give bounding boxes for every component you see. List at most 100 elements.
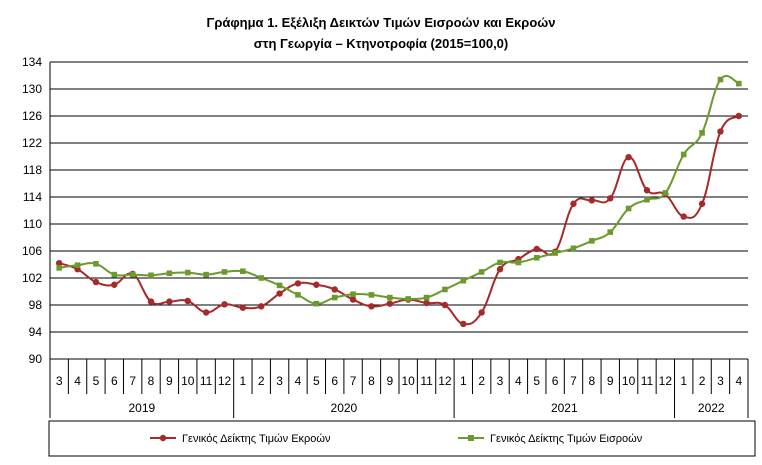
data-point-inputs bbox=[387, 294, 393, 301]
series-layer bbox=[55, 74, 743, 328]
x-tick-label-month: 1 bbox=[240, 374, 247, 388]
data-point-inputs bbox=[368, 292, 375, 298]
x-tick-label-month: 4 bbox=[515, 374, 522, 388]
x-tick-label-month: 3 bbox=[497, 374, 504, 388]
x-tick-label-month: 6 bbox=[111, 374, 118, 388]
x-tick-label-month: 10 bbox=[402, 374, 416, 388]
x-tick-label-month: 11 bbox=[200, 374, 213, 388]
data-point-inputs bbox=[662, 190, 669, 196]
x-tick-label-month: 8 bbox=[368, 374, 375, 388]
data-point-inputs bbox=[221, 269, 228, 275]
data-point-inputs bbox=[331, 294, 338, 301]
data-point-inputs bbox=[148, 272, 154, 279]
data-point-inputs bbox=[240, 268, 246, 275]
data-point-outputs bbox=[368, 303, 375, 310]
data-point-outputs bbox=[533, 245, 540, 253]
x-tick-label-month: 6 bbox=[552, 374, 559, 388]
data-point-outputs bbox=[643, 187, 651, 194]
legend: Γενικός Δείκτης Τιμών Εκροών Γενικός Δεί… bbox=[48, 420, 756, 457]
y-tick-label-126: 126 bbox=[22, 109, 42, 123]
data-point-inputs bbox=[515, 259, 522, 266]
gridlines bbox=[49, 61, 748, 360]
legend-marker-inputs bbox=[468, 435, 474, 441]
x-tick-label-month: 11 bbox=[641, 374, 654, 388]
x-tick-label-month: 9 bbox=[166, 374, 173, 388]
data-point-outputs bbox=[588, 197, 596, 204]
x-tick-label-month: 2 bbox=[699, 374, 706, 388]
x-tick-label-month: 7 bbox=[570, 374, 577, 388]
legend-box bbox=[48, 420, 756, 457]
x-tick-label-month: 10 bbox=[181, 374, 195, 388]
data-point-outputs bbox=[680, 213, 687, 220]
x-tick-label-month: 5 bbox=[93, 374, 100, 388]
data-point-outputs bbox=[478, 309, 485, 316]
y-tick-label-106: 106 bbox=[22, 244, 42, 258]
data-point-outputs bbox=[166, 298, 173, 305]
x-tick-label-month: 7 bbox=[350, 374, 357, 388]
y-tick-label-98: 98 bbox=[29, 298, 43, 312]
data-point-inputs bbox=[56, 265, 62, 271]
data-point-outputs bbox=[184, 297, 191, 305]
x-tick-label-month: 8 bbox=[148, 374, 155, 388]
data-point-outputs bbox=[239, 304, 247, 311]
x-tick-label-month: 5 bbox=[313, 374, 320, 388]
x-tick-label-month: 9 bbox=[386, 374, 393, 388]
chart-title-line1: Γράφημα 1. Εξέλιξη Δεικτών Τιμών Εισροών… bbox=[207, 15, 556, 30]
y-tick-label-122: 122 bbox=[22, 136, 42, 150]
series-line-outputs bbox=[58, 115, 740, 326]
data-point-outputs bbox=[607, 195, 614, 202]
data-point-inputs bbox=[203, 271, 209, 278]
data-point-outputs bbox=[111, 281, 118, 288]
x-tick-label-month: 2 bbox=[258, 374, 265, 388]
data-point-inputs bbox=[644, 196, 650, 203]
data-point-outputs bbox=[221, 301, 228, 308]
data-point-inputs bbox=[184, 269, 191, 276]
data-point-inputs bbox=[74, 262, 81, 268]
data-point-inputs bbox=[680, 151, 687, 158]
data-point-inputs bbox=[699, 130, 705, 136]
data-point-inputs bbox=[478, 269, 485, 275]
data-point-inputs bbox=[295, 292, 301, 298]
y-tick-label-134: 134 bbox=[22, 55, 42, 69]
x-year-label-2019: 2019 bbox=[128, 401, 155, 415]
data-point-outputs bbox=[313, 281, 320, 288]
data-point-outputs bbox=[294, 280, 302, 287]
x-tick-label-month: 4 bbox=[735, 374, 742, 388]
data-point-inputs bbox=[129, 271, 136, 278]
x-tick-label-month: 1 bbox=[460, 374, 467, 388]
data-point-inputs bbox=[625, 205, 632, 212]
x-tick-label-month: 5 bbox=[533, 374, 540, 388]
data-point-outputs bbox=[202, 309, 210, 316]
data-point-inputs bbox=[497, 259, 503, 266]
y-tick-label-114: 114 bbox=[23, 190, 42, 204]
data-point-outputs bbox=[625, 153, 632, 161]
x-tick-label-month: 12 bbox=[218, 374, 232, 388]
x-tick-label-month: 11 bbox=[420, 374, 433, 388]
chart-title-line2: στη Γεωργία – Κτηνοτροφία (2015=100,0) bbox=[254, 36, 508, 51]
x-year-label-2022: 2022 bbox=[698, 401, 725, 415]
y-tick-label-102: 102 bbox=[22, 271, 42, 285]
x-tick-label-month: 10 bbox=[622, 374, 636, 388]
legend-label-outputs: Γενικός Δείκτης Τιμών Εκροών bbox=[182, 433, 331, 445]
x-tick-label-month: 8 bbox=[589, 374, 596, 388]
data-point-inputs bbox=[460, 277, 467, 284]
x-tick-label-month: 3 bbox=[56, 374, 63, 388]
data-point-inputs bbox=[736, 80, 742, 87]
x-tick-label-month: 4 bbox=[295, 374, 302, 388]
data-point-inputs bbox=[533, 254, 540, 261]
x-tick-label-month: 1 bbox=[680, 374, 687, 388]
x-year-label-2021: 2021 bbox=[551, 401, 578, 415]
data-point-inputs bbox=[111, 271, 118, 278]
legend-marker-outputs bbox=[159, 434, 167, 442]
data-point-inputs bbox=[442, 286, 448, 293]
y-tick-label-94: 94 bbox=[29, 325, 43, 339]
data-point-inputs bbox=[552, 250, 558, 256]
x-tick-label-month: 6 bbox=[331, 374, 338, 388]
data-point-inputs bbox=[258, 275, 265, 281]
data-point-inputs bbox=[717, 76, 724, 83]
x-tick-label-month: 7 bbox=[129, 374, 136, 388]
data-point-outputs bbox=[496, 266, 504, 273]
x-tick-label-month: 3 bbox=[717, 374, 724, 388]
data-point-outputs bbox=[735, 112, 743, 120]
